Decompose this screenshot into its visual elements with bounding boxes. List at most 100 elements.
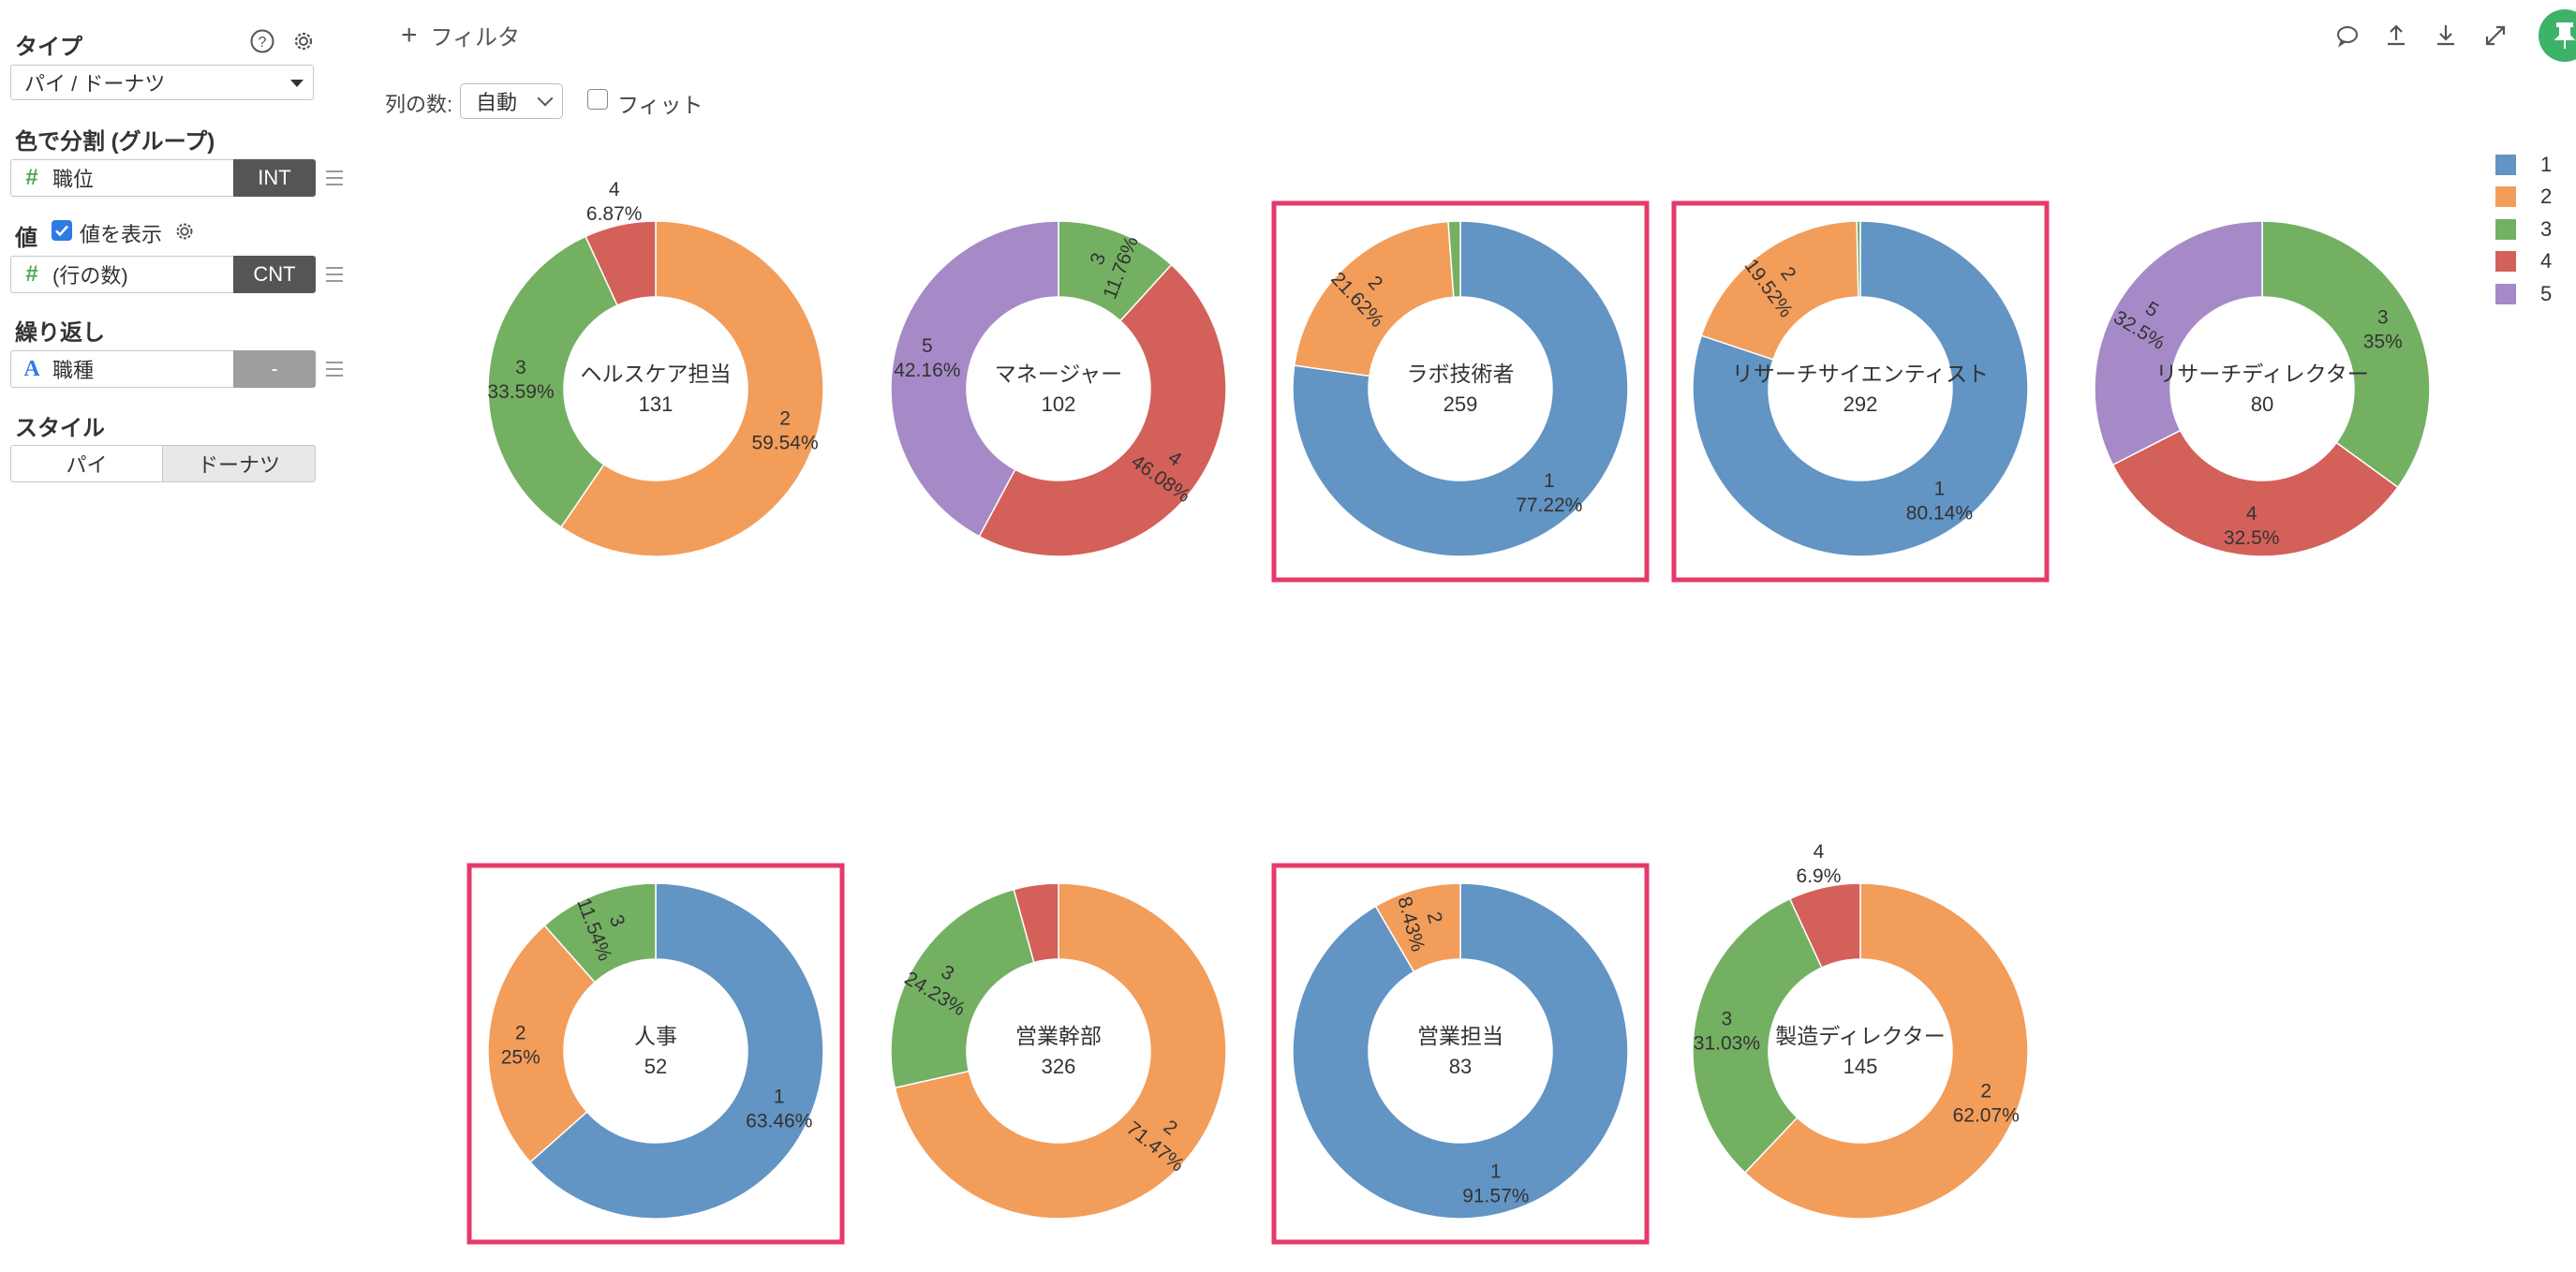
chart-type-select[interactable]: パイ / ドーナツ	[10, 65, 314, 100]
gear-icon[interactable]	[289, 27, 318, 55]
slice-percent: 62.07%	[1953, 1104, 2020, 1126]
chart-title: 製造ディレクター	[1775, 1024, 1945, 1048]
repeat-type-tag[interactable]: -	[233, 350, 316, 388]
legend-item: 5	[2495, 282, 2552, 305]
donut-slice[interactable]	[1743, 882, 2029, 1220]
gear-icon[interactable]	[170, 217, 199, 245]
donut-slice[interactable]	[1374, 882, 1461, 973]
donut-slice[interactable]	[890, 888, 1035, 1089]
chart-title: リサーチディレクター	[2155, 362, 2368, 386]
chart-title: 営業担当	[1417, 1024, 1503, 1048]
donut-slice[interactable]	[1692, 897, 1823, 1175]
slice-percent: 63.46%	[746, 1110, 812, 1131]
slice-percent: 6.87%	[586, 203, 643, 225]
group-field[interactable]: # 職位	[10, 159, 233, 197]
fit-checkbox[interactable]	[587, 89, 608, 110]
columns-select[interactable]: 自動	[460, 83, 563, 119]
donut-slice[interactable]	[543, 882, 657, 984]
comment-icon[interactable]	[2332, 21, 2362, 51]
donut-slice[interactable]	[894, 882, 1227, 1220]
repeat-field-name: 職種	[52, 359, 95, 382]
donut-slice[interactable]	[978, 263, 1227, 557]
slice-label: 3 31.03%	[1694, 1009, 1760, 1055]
group-type-tag[interactable]: INT	[233, 159, 316, 197]
fit-label: フィット	[617, 93, 703, 117]
columns-value: 自動	[476, 91, 518, 114]
donut-slice[interactable]	[1013, 882, 1059, 964]
caret-down-icon	[290, 80, 303, 87]
slice-label: 4 6.9%	[1797, 841, 1842, 887]
upload-icon[interactable]	[2381, 21, 2411, 51]
donut-slice[interactable]	[1292, 882, 1629, 1220]
slice-key: 4	[2246, 503, 2258, 525]
legend-swatch	[2495, 251, 2516, 272]
legend-label: 4	[2540, 249, 2553, 273]
download-icon[interactable]	[2431, 21, 2461, 51]
donut-slice[interactable]	[1292, 220, 1629, 557]
help-icon[interactable]: ?	[248, 27, 276, 55]
style-pie-button[interactable]: パイ	[10, 445, 163, 482]
donut-slice[interactable]	[1856, 220, 1861, 298]
chart-title: リサーチサイエンティスト	[1732, 362, 1989, 386]
number-type-icon: #	[25, 165, 38, 190]
slice-label: 1 63.46%	[746, 1086, 812, 1131]
style-donut-button[interactable]: ドーナツ	[162, 445, 316, 482]
expand-icon[interactable]	[2480, 21, 2510, 51]
pin-button[interactable]	[2539, 9, 2576, 62]
legend-swatch	[2495, 219, 2516, 240]
value-field-name: (行の数)	[52, 264, 128, 288]
donut-slice[interactable]	[1293, 220, 1455, 377]
add-filter-button[interactable]: + フィルタ	[401, 19, 520, 52]
drag-handle-icon[interactable]	[326, 362, 343, 377]
chart-title: 人事	[634, 1024, 677, 1048]
donut-slice[interactable]	[528, 882, 824, 1220]
legend-item: 1	[2495, 153, 2552, 176]
slice-key: 1	[1490, 1161, 1502, 1182]
donut-slice[interactable]	[487, 924, 597, 1163]
filter-label: フィルタ	[430, 25, 521, 51]
slice-percent: 6.9%	[1797, 865, 1842, 887]
slice-label: 2 62.07%	[1953, 1080, 2020, 1126]
slice-label: 2 25%	[501, 1022, 540, 1068]
slice-key: 3	[1722, 1009, 1733, 1030]
donut-slice[interactable]	[1447, 220, 1461, 299]
highlight-frame	[1671, 200, 2050, 583]
slice-key: 2	[779, 408, 791, 430]
donut-slice[interactable]	[487, 235, 618, 528]
show-value-checkbox[interactable]	[52, 220, 72, 241]
donut-slice[interactable]	[1700, 220, 1859, 361]
value-agg-tag[interactable]: CNT	[233, 256, 316, 293]
slice-key: 5	[922, 335, 933, 357]
value-field[interactable]: # (行の数)	[10, 256, 233, 293]
donut-slice[interactable]	[1692, 220, 2029, 557]
donut-slice[interactable]	[2094, 220, 2263, 466]
repeat-field[interactable]: A 職種	[10, 350, 233, 388]
legend-item: 3	[2495, 217, 2552, 241]
highlight-frame	[1271, 200, 1650, 583]
text-type-icon: A	[23, 356, 40, 381]
donut-slice[interactable]	[2261, 220, 2431, 489]
donut-slice[interactable]	[2111, 429, 2399, 557]
slice-label: 4 32.5%	[2224, 503, 2280, 549]
drag-handle-icon[interactable]	[326, 267, 343, 282]
chart-total: 145	[1843, 1055, 1878, 1078]
donut-slice[interactable]	[559, 220, 824, 557]
slice-label: 2 59.54%	[751, 408, 818, 454]
highlight-frame	[466, 863, 845, 1245]
repeat-label: 繰り返し	[15, 320, 105, 346]
columns-label: 列の数:	[385, 93, 453, 116]
slice-label: 3 35%	[2363, 306, 2403, 352]
number-type-icon: #	[25, 261, 38, 287]
donut-slice[interactable]	[890, 220, 1059, 538]
chart-total: 83	[1449, 1055, 1472, 1078]
donut-chart: 2 59.54% 3 33.59% 4 6.87% ヘルスケア担当 131	[487, 179, 824, 557]
donut-slice[interactable]	[585, 220, 657, 306]
donut-slice[interactable]	[1788, 882, 1861, 969]
drag-handle-icon[interactable]	[326, 170, 343, 185]
